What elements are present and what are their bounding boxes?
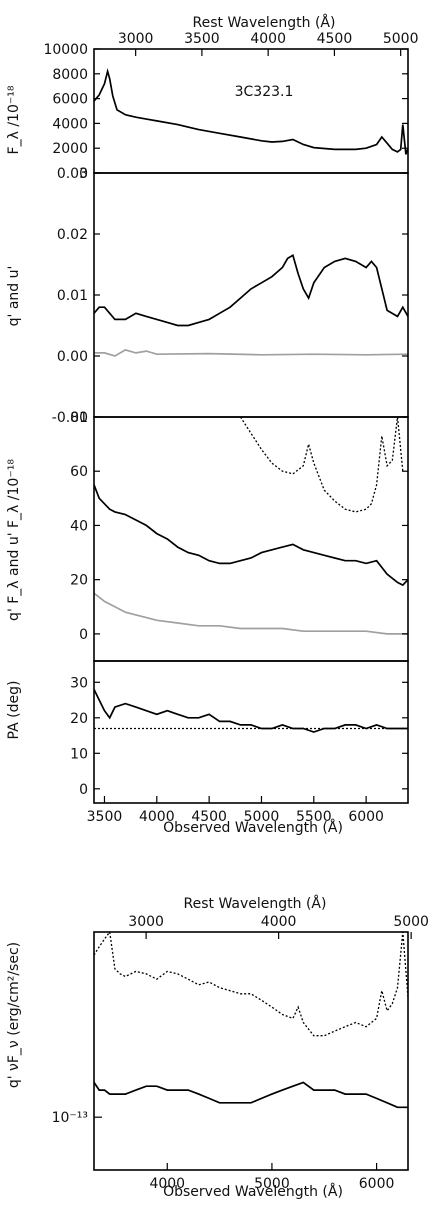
series-line-2-0 (93, 484, 409, 587)
xtick-label: 5500 (296, 809, 332, 825)
polarization-ylabel: q' and u' (6, 266, 22, 327)
xtick-label: 5000 (244, 809, 280, 825)
ytick-label: -0.01 (52, 410, 88, 426)
ytick-label: 20 (70, 711, 88, 727)
ytick-label: 6000 (52, 92, 88, 108)
series-line-4-1 (93, 930, 409, 1037)
ytick-label: 40 (70, 518, 88, 534)
bottom-axis-title-2: Observed Wavelength (Å) (163, 1183, 343, 1200)
ytick-label: 2000 (52, 141, 88, 157)
xtick-label: 6000 (359, 1176, 395, 1192)
xtick-label: 3500 (87, 809, 123, 825)
polarized-flux-frame (93, 416, 409, 662)
nu-f-nu-frame (93, 931, 409, 1171)
top-tick-label: 4000 (261, 914, 297, 930)
series-line-1-1 (94, 348, 409, 357)
panel-position-angle: PA (deg) Observed Wavelength (Å) 0 10 20 30… (6, 660, 409, 836)
top-tick-label: 5000 (383, 31, 419, 47)
nu-f-nu-ylabel: q' νF_ν (erg/cm²/sec) (6, 942, 22, 1088)
series-line-2-1 (93, 592, 408, 635)
pa-frame (93, 660, 409, 804)
top-tick-label: 3500 (184, 31, 220, 47)
xtick-label: 4000 (139, 809, 175, 825)
series-line-4-0 (93, 1081, 408, 1109)
ytick-label: 20 (70, 573, 88, 589)
top-tick-label: 4000 (250, 31, 286, 47)
flux-frame (93, 48, 409, 174)
ytick-label: 10 (70, 746, 88, 762)
ytick-label: 10⁻¹³ (52, 1110, 88, 1126)
panel-polarization: q' and u' -0.01 0.00 0.01 0.02 0.03 (6, 166, 409, 426)
ytick-label: 0.02 (57, 227, 88, 243)
top-axis-title: Rest Wavelength (Å) (193, 14, 336, 31)
ytick-label: 0.01 (57, 288, 88, 304)
bottom-axis-title: Observed Wavelength (Å) (163, 819, 343, 836)
object-annotation: 3C323.1 (235, 84, 294, 100)
series-line-1-0 (93, 254, 409, 327)
top-tick-label: 3000 (118, 31, 154, 47)
xtick-label: 5000 (254, 1176, 290, 1192)
ytick-label: 10000 (43, 42, 88, 58)
ytick-label: 0 (79, 166, 88, 182)
xtick-label: 6000 (348, 809, 384, 825)
top-tick-label: 4500 (317, 31, 353, 47)
pa-ylabel: PA (deg) (6, 681, 22, 740)
polarized-flux-ylabel: q' F_λ and u' F_λ /10⁻¹⁸ (6, 459, 22, 621)
ytick-label: 0 (79, 627, 88, 643)
ytick-label: 0 (79, 782, 88, 798)
ytick-label: 0.03 (57, 166, 88, 182)
xtick-label: 4500 (191, 809, 227, 825)
top-axis-title-2: Rest Wavelength (Å) (184, 895, 327, 912)
series-line-3-0 (93, 689, 408, 733)
flux-ylabel: F_λ /10⁻¹⁸ (6, 85, 22, 154)
xtick-label: 4000 (149, 1176, 185, 1192)
ytick-label: 4000 (52, 116, 88, 132)
ytick-label: 30 (70, 675, 88, 691)
panel-nu-f-nu: Rest Wavelength (Å) q' νF_ν (erg/cm²/sec… (6, 895, 429, 1200)
series-line-0-0 (93, 67, 409, 155)
polarization-frame (93, 172, 409, 418)
ytick-label: 8000 (52, 67, 88, 83)
ytick-label: 80 (70, 410, 88, 426)
series-line-2-2 (239, 416, 404, 513)
ytick-label: 60 (70, 464, 88, 480)
top-tick-label: 5000 (393, 914, 429, 930)
panel-polarized-flux: q' F_λ and u' F_λ /10⁻¹⁸ 0 20 40 60 80 (6, 410, 409, 662)
ytick-label: 0.00 (57, 349, 88, 365)
panel-flux: Rest Wavelength (Å) 3C323.1 F_λ /10⁻¹⁸ 0… (6, 14, 418, 182)
top-tick-label: 3000 (128, 914, 164, 930)
